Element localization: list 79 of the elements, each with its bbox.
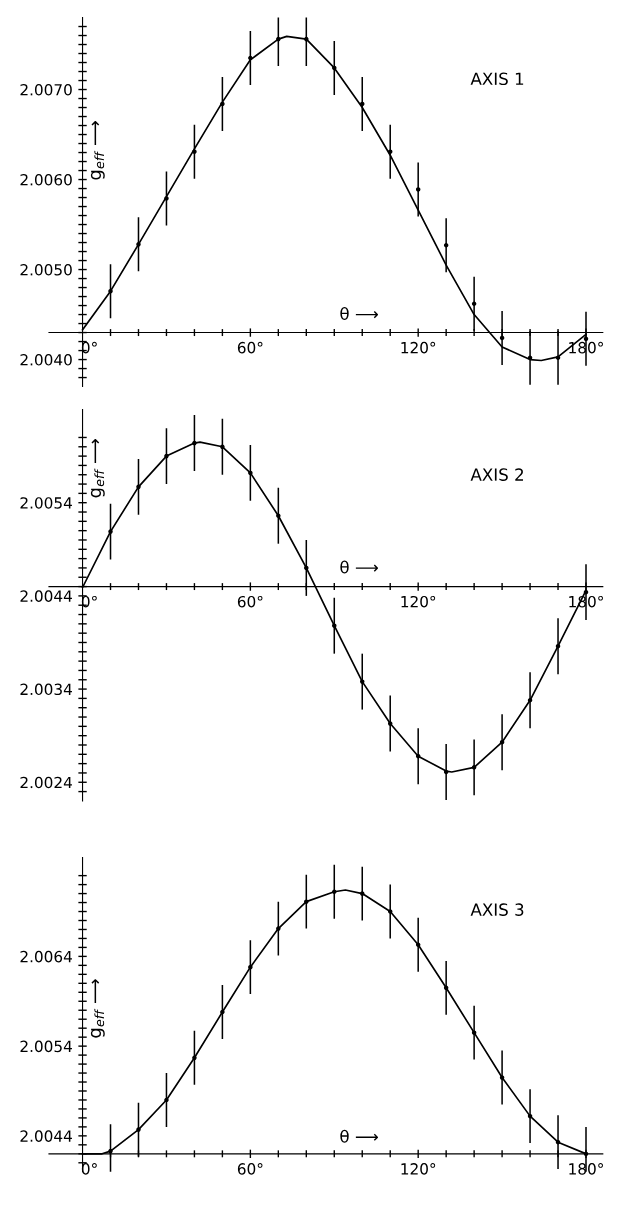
point bbox=[499, 1075, 505, 1080]
y-tick-label: 2.0040 bbox=[20, 354, 72, 366]
y-tick-label: 2.0050 bbox=[20, 264, 72, 276]
point bbox=[276, 36, 281, 42]
y-tick-label: 2.0060 bbox=[20, 174, 72, 186]
y-tick-label: 2.0024 bbox=[20, 776, 72, 789]
y-axis-title: g$_{eff}$ ⟶ bbox=[90, 979, 105, 1038]
point bbox=[359, 891, 365, 896]
point bbox=[332, 65, 337, 71]
point bbox=[136, 242, 141, 247]
point bbox=[443, 769, 449, 775]
y-tick-label: 2.0054 bbox=[20, 497, 72, 509]
y-axis-title: g$_{eff}$ ⟶ bbox=[90, 121, 105, 180]
x-tick-label: 60° bbox=[237, 341, 263, 354]
point bbox=[136, 484, 141, 490]
point bbox=[164, 453, 169, 459]
point bbox=[527, 698, 533, 703]
point bbox=[192, 149, 197, 154]
point bbox=[555, 355, 561, 361]
point bbox=[415, 942, 421, 947]
annotation: AXIS 2 bbox=[470, 468, 523, 481]
point bbox=[471, 1030, 477, 1035]
point bbox=[387, 149, 393, 154]
point bbox=[527, 1113, 533, 1119]
point bbox=[415, 753, 421, 759]
point bbox=[108, 1148, 113, 1154]
point bbox=[304, 565, 309, 571]
point bbox=[527, 355, 533, 361]
point bbox=[304, 899, 309, 904]
point bbox=[387, 721, 393, 726]
point bbox=[415, 187, 421, 192]
point bbox=[387, 909, 393, 914]
point bbox=[359, 679, 365, 684]
point bbox=[359, 101, 365, 107]
point bbox=[332, 889, 337, 895]
y-tick-label: 2.0034 bbox=[20, 683, 72, 696]
point bbox=[471, 301, 477, 306]
point bbox=[164, 196, 169, 201]
x-tick-label: 60° bbox=[237, 1163, 263, 1175]
point bbox=[108, 288, 113, 294]
point bbox=[248, 964, 253, 970]
point bbox=[192, 440, 197, 446]
point bbox=[471, 765, 477, 770]
point bbox=[499, 739, 505, 745]
point bbox=[220, 444, 225, 450]
point bbox=[443, 985, 449, 991]
point bbox=[332, 623, 337, 628]
point bbox=[583, 589, 589, 595]
point bbox=[304, 36, 309, 42]
point bbox=[248, 470, 253, 476]
x-tick-label: 120° bbox=[401, 1163, 436, 1175]
y-tick-label: 2.0064 bbox=[20, 950, 72, 963]
point bbox=[164, 1097, 169, 1103]
point bbox=[220, 1009, 225, 1015]
x-tick-label: 120° bbox=[401, 341, 436, 354]
x-tick-label: 180° bbox=[569, 1163, 603, 1175]
y-axis-title: g$_{eff}$ ⟶ bbox=[90, 438, 105, 498]
point bbox=[108, 529, 113, 534]
y-tick-label: 2.0044 bbox=[20, 1130, 72, 1142]
point bbox=[555, 1139, 561, 1145]
y-tick-label: 2.0044 bbox=[20, 590, 72, 602]
x-axis-title: θ ⟶ bbox=[340, 1129, 378, 1143]
x-tick-label: 60° bbox=[237, 595, 263, 608]
annotation: AXIS 3 bbox=[470, 903, 524, 916]
point bbox=[220, 101, 225, 107]
point bbox=[443, 242, 449, 248]
point bbox=[276, 926, 281, 931]
point bbox=[192, 1055, 197, 1061]
point bbox=[136, 1127, 141, 1132]
point bbox=[499, 335, 505, 341]
y-tick-label: 2.0070 bbox=[20, 83, 72, 96]
point bbox=[276, 513, 281, 518]
x-axis-title: θ ⟶ bbox=[340, 307, 378, 321]
x-axis-title: θ ⟶ bbox=[340, 560, 378, 574]
x-tick-label: 120° bbox=[401, 595, 436, 608]
annotation: AXIS 1 bbox=[470, 72, 524, 86]
point bbox=[248, 55, 253, 61]
point bbox=[555, 643, 561, 649]
y-tick-label: 2.0054 bbox=[20, 1040, 72, 1053]
